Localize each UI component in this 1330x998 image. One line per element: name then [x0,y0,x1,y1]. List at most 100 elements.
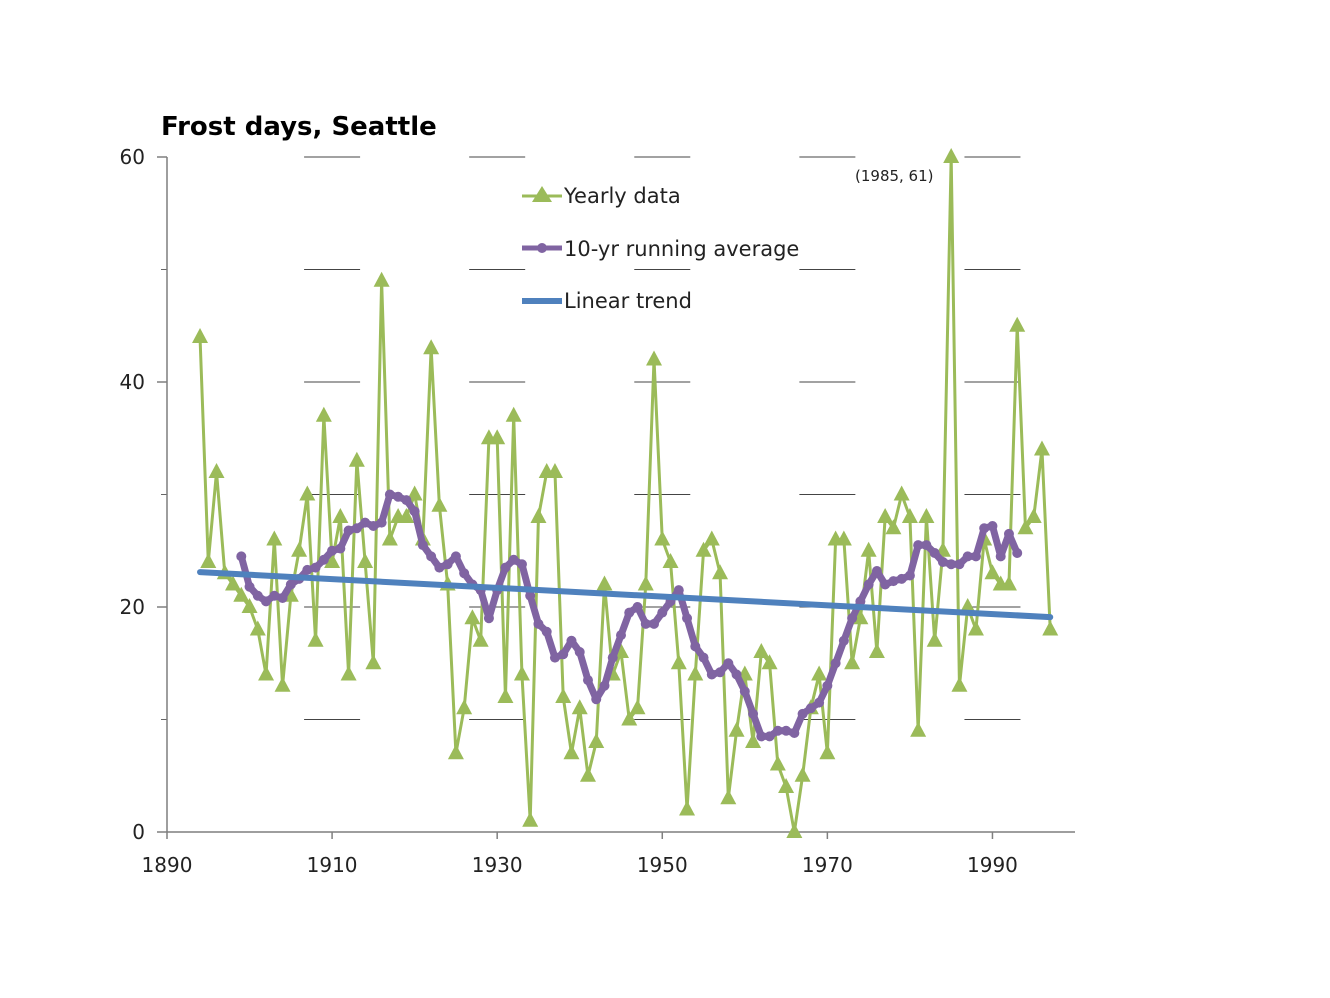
running-average-point [970,551,981,562]
yearly-data-point [877,508,894,523]
running-average-point [929,548,940,558]
yearly-data-point [1009,316,1026,332]
linear-trend-line [197,569,1054,621]
yearly-data-point [497,688,514,703]
running-average-point [236,551,247,562]
running-average-point [393,491,404,502]
yearly-data-point [505,406,522,422]
running-average-point [772,725,783,736]
running-average-point [450,551,461,562]
yearly-data-point [274,676,291,692]
yearly-data-point [406,485,423,501]
yearly-data-point [192,328,209,343]
yearly-data-point [546,463,563,478]
yearly-data-point [513,665,530,681]
running-average-point [261,596,272,607]
yearly-data-point [241,598,258,613]
yearly-data-point [984,564,1001,580]
yearly-data-point [1033,440,1050,456]
running-average-point [318,554,329,565]
yearly-data-point [885,519,902,535]
running-average-point [442,559,453,570]
running-average-point [607,652,618,663]
yearly-data-point [555,688,572,703]
running-average-point [781,725,792,736]
running-average-point [690,641,701,652]
yearly-data-point [926,631,943,647]
yearly-data-point [868,643,885,658]
yearly-data-point [340,665,357,681]
yearly-data-point [456,699,473,715]
running-average-point [797,708,808,719]
running-average-point [946,559,957,570]
chart-title: Frost days, Seattle [161,112,437,142]
yearly-data-point [753,643,770,658]
running-average-point [756,731,767,742]
running-average-point [649,618,660,629]
yearly-data-point [225,575,242,591]
yearly-data-point [687,665,704,681]
running-average-point [814,697,825,708]
yearly-data-point [654,530,671,546]
running-average-point [838,635,849,646]
yearly-data-point [918,508,935,523]
yearly-data-point [381,530,398,546]
running-average-point [896,573,907,584]
legend-item-yearly: Yearly data [522,184,681,208]
running-average-point [335,543,346,554]
running-average-point [582,675,593,686]
running-average-point [310,562,321,573]
running-average-point [343,525,354,536]
yearly-data-point [901,508,918,523]
yearly-data-point [373,271,390,287]
running-average-point [698,652,709,663]
running-average-point [748,708,759,719]
yearly-data-point [893,485,910,501]
yearly-data-point [522,811,539,827]
yearly-data-point [464,609,481,625]
legend-item-trend: Linear trend [522,289,692,313]
running-average-point [706,669,717,680]
running-average-point [327,545,338,556]
running-average-point [417,540,428,551]
running-average-point [632,602,643,612]
running-average-point [715,667,726,678]
yearly-data-point [637,575,654,591]
running-average-point [904,570,915,581]
x-tick-label: 1970 [802,853,853,877]
yearly-data-point [860,541,877,557]
running-average-point [244,581,255,592]
yearly-data-point [530,508,547,523]
running-average-point [805,703,816,714]
running-average-point [376,517,387,528]
series-running-average [236,489,1023,742]
yearly-data-point [646,350,663,366]
yearly-data-point [679,800,696,816]
y-tick-label: 0 [132,820,145,844]
yearly-data-point [819,744,836,760]
yearly-data-point [258,665,275,681]
yearly-data-point [249,620,266,636]
yearly-data-point [233,586,250,602]
running-average-point [624,607,635,618]
yearly-data-point [324,553,341,568]
running-average-point [880,579,891,590]
yearly-data-point [728,721,745,737]
legend: Yearly data 10-yr running average Linear… [522,184,799,313]
annotation-max-value: (1985, 61) [855,167,934,185]
running-average-point [987,521,998,531]
running-average-point [937,557,948,567]
running-average-point [360,517,371,528]
running-average-point [483,613,494,624]
y-tick-label: 20 [120,595,145,619]
y-tick-label: 60 [120,145,145,169]
x-tick-label: 1930 [472,853,523,877]
yearly-data-point [398,508,415,523]
x-tick-labels: 1890 1910 1930 1950 1970 1990 [142,853,1018,877]
running-average-point [285,579,296,590]
yearly-data-point [489,429,506,445]
yearly-data-point [629,699,646,715]
running-average-point [640,618,651,629]
yearly-data-point [315,406,332,422]
x-tick-label: 1910 [307,853,358,877]
